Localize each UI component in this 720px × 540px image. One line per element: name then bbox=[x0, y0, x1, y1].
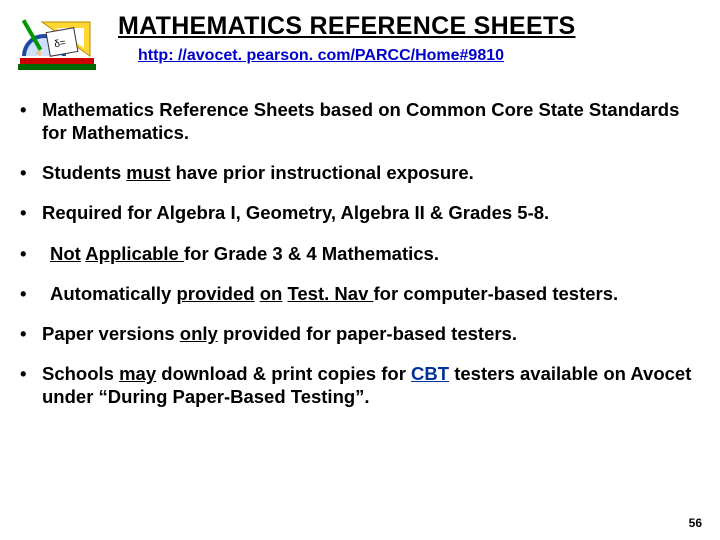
bullet-item: Mathematics Reference Sheets based on Co… bbox=[20, 98, 702, 144]
bullet-text: may bbox=[119, 363, 156, 384]
bullet-text: Automatically bbox=[50, 283, 176, 304]
math-clipart-icon: δ= bbox=[12, 8, 108, 80]
slide-title: MATHEMATICS REFERENCE SHEETS bbox=[118, 12, 708, 41]
bullet-text: for Grade 3 & 4 Mathematics. bbox=[184, 243, 439, 264]
bullet-text: Test. Nav bbox=[287, 283, 373, 304]
bullet-text: must bbox=[126, 162, 170, 183]
bullet-text: Not bbox=[50, 243, 81, 264]
svg-text:δ=: δ= bbox=[53, 37, 66, 50]
bullet-text: CBT bbox=[411, 363, 449, 384]
bullet-text: Paper versions bbox=[42, 323, 180, 344]
bullet-text: only bbox=[180, 323, 218, 344]
bullet-list: Mathematics Reference Sheets based on Co… bbox=[12, 98, 708, 408]
bullet-text: Mathematics Reference Sheets based on Co… bbox=[42, 99, 679, 143]
reference-link[interactable]: http: //avocet. pearson. com/PARCC/Home#… bbox=[138, 47, 708, 65]
bullet-item: Schools may download & print copies for … bbox=[20, 362, 702, 408]
bullet-text: have prior instructional exposure. bbox=[170, 162, 473, 183]
bullet-item: Paper versions only provided for paper-b… bbox=[20, 322, 702, 345]
bullet-item: Students must have prior instructional e… bbox=[20, 161, 702, 184]
bullet-text: for computer-based testers. bbox=[374, 283, 619, 304]
bullet-text: provided for paper-based testers. bbox=[218, 323, 517, 344]
bullet-item: Not Applicable for Grade 3 & 4 Mathemati… bbox=[20, 242, 702, 265]
bullet-text: download & print copies for bbox=[156, 363, 411, 384]
bullet-text: Required for Algebra I, Geometry, Algebr… bbox=[42, 202, 549, 223]
bullet-text: Students bbox=[42, 162, 126, 183]
bullet-text: Applicable bbox=[85, 243, 184, 264]
bullet-text: provided bbox=[176, 283, 254, 304]
page-number: 56 bbox=[689, 516, 702, 530]
bullet-item: Automatically provided on Test. Nav for … bbox=[20, 282, 702, 305]
bullet-item: Required for Algebra I, Geometry, Algebr… bbox=[20, 201, 702, 224]
bullet-text: on bbox=[260, 283, 283, 304]
bullet-text: Schools bbox=[42, 363, 119, 384]
